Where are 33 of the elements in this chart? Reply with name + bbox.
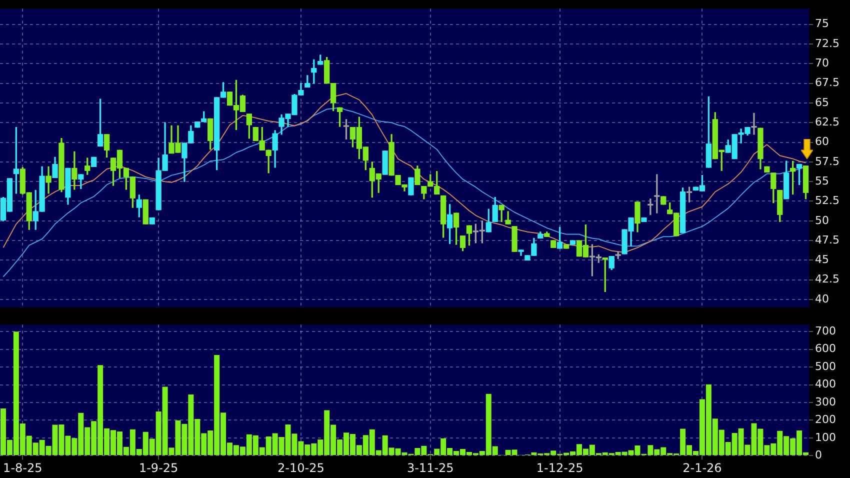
candlestick — [648, 198, 654, 215]
candlestick — [46, 166, 52, 194]
y-tick-label: 50 — [815, 214, 829, 227]
y-tick-label: 70 — [815, 56, 829, 70]
x-tick-label: 1-8-25 — [3, 460, 42, 475]
candlestick — [615, 251, 621, 259]
y-tick-label: 47.5 — [815, 233, 840, 246]
y-tick-label: 45 — [815, 253, 829, 266]
y-tick-label: 300 — [815, 395, 836, 408]
y-tick-label: 52.5 — [815, 194, 840, 208]
y-tick-label: 700 — [815, 324, 836, 338]
x-tick-label: 2-10-25 — [278, 460, 324, 475]
y-tick-label: 65 — [815, 96, 829, 109]
candlestick — [751, 112, 757, 135]
y-tick-label: 500 — [815, 360, 836, 373]
y-tick-label: 72.5 — [815, 36, 840, 50]
y-tick-label: 75 — [815, 17, 829, 30]
x-tick-label: 1-12-25 — [536, 460, 584, 475]
y-tick-label: 40 — [815, 292, 829, 306]
y-tick-label: 400 — [815, 378, 836, 391]
y-tick-label: 600 — [815, 342, 836, 356]
x-tick-label: 2-1-26 — [682, 460, 722, 475]
y-tick-label: 200 — [815, 413, 836, 426]
y-tick-label: 57.5 — [815, 154, 840, 168]
y-tick-label: 42.5 — [815, 272, 840, 286]
y-tick-label: 60 — [815, 135, 829, 148]
y-tick-label: 55 — [815, 174, 829, 188]
y-tick-label: 67.5 — [815, 76, 840, 90]
y-tick-label: 62.5 — [815, 115, 840, 128]
y-tick-label: 100 — [815, 430, 836, 444]
x-tick-label: 1-9-25 — [138, 460, 178, 475]
x-tick-label: 3-11-25 — [406, 460, 454, 475]
y-tick-label: 0 — [815, 448, 822, 462]
